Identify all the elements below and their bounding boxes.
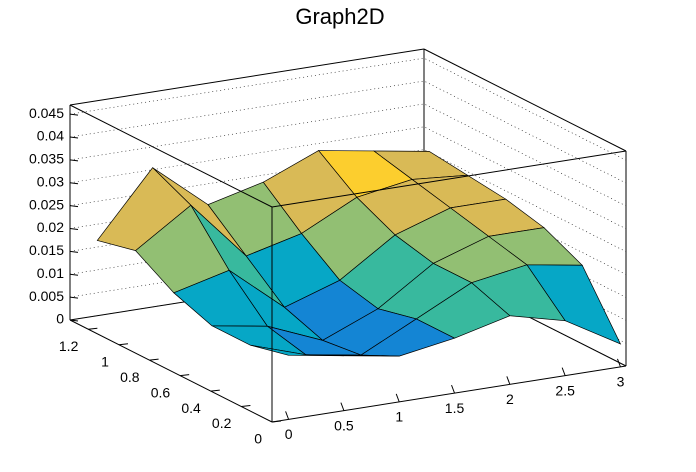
y-tick-label: 0.4: [181, 400, 201, 416]
x-tick-label: 2: [506, 391, 514, 407]
x-tick: [395, 393, 400, 403]
x-tick-label: 1: [395, 409, 403, 425]
x-tick-label: 0: [285, 426, 293, 442]
z-tick: [69, 250, 79, 253]
box-edge: [69, 104, 273, 208]
y-tick-label: 0: [254, 431, 262, 447]
z-tick: [69, 228, 79, 231]
z-tick: [69, 182, 79, 185]
z-tick-label: 0.01: [37, 265, 64, 281]
y-tick: [180, 374, 190, 377]
y-tick: [118, 343, 129, 346]
y-tick-label: 0.8: [120, 369, 140, 385]
box-edge: [69, 48, 425, 106]
z-tick-label: 0.04: [37, 128, 64, 144]
x-tick: [451, 384, 455, 394]
y-tick: [88, 327, 98, 330]
z-tick-label: 0.045: [29, 105, 64, 121]
box-edge: [423, 48, 627, 152]
z-tick-label: 0.015: [29, 242, 64, 258]
y-tick: [210, 389, 220, 392]
z-tick: [69, 136, 79, 139]
y-tick-label: 0.6: [151, 384, 171, 400]
x-tick-label: 0.5: [334, 417, 354, 433]
y-tick-label: 1: [101, 353, 109, 369]
z-tick: [69, 273, 79, 276]
z-tick: [69, 296, 79, 299]
z-tick: [69, 113, 79, 116]
x-tick: [617, 358, 621, 368]
y-tick: [241, 405, 251, 408]
z-tick: [69, 205, 79, 208]
z-tick: [69, 159, 79, 162]
surface-cell: [250, 344, 344, 357]
x-tick: [561, 367, 566, 376]
z-tick-label: 0.035: [29, 151, 64, 167]
x-tick-label: 3: [617, 374, 625, 390]
z-tick-label: 0.005: [29, 288, 64, 304]
z-tick-label: 0.02: [37, 219, 64, 235]
box-edge: [271, 365, 627, 423]
x-tick: [285, 411, 290, 420]
x-tick-label: 2.5: [555, 382, 575, 398]
chart-title: Graph2D: [295, 4, 384, 29]
y-tick: [149, 358, 159, 361]
z-tick-label: 0.025: [29, 196, 64, 212]
box-edge: [69, 319, 273, 423]
x-tick: [340, 402, 345, 411]
box-edge: [271, 150, 627, 208]
y-tick-label: 1.2: [59, 338, 79, 354]
z-tick-label: 0: [56, 311, 64, 327]
z-tick-label: 0.03: [37, 173, 64, 189]
y-tick-label: 0.2: [212, 415, 232, 431]
y-tick: [271, 420, 282, 423]
x-tick-label: 1.5: [445, 400, 465, 416]
x-tick: [506, 376, 511, 385]
